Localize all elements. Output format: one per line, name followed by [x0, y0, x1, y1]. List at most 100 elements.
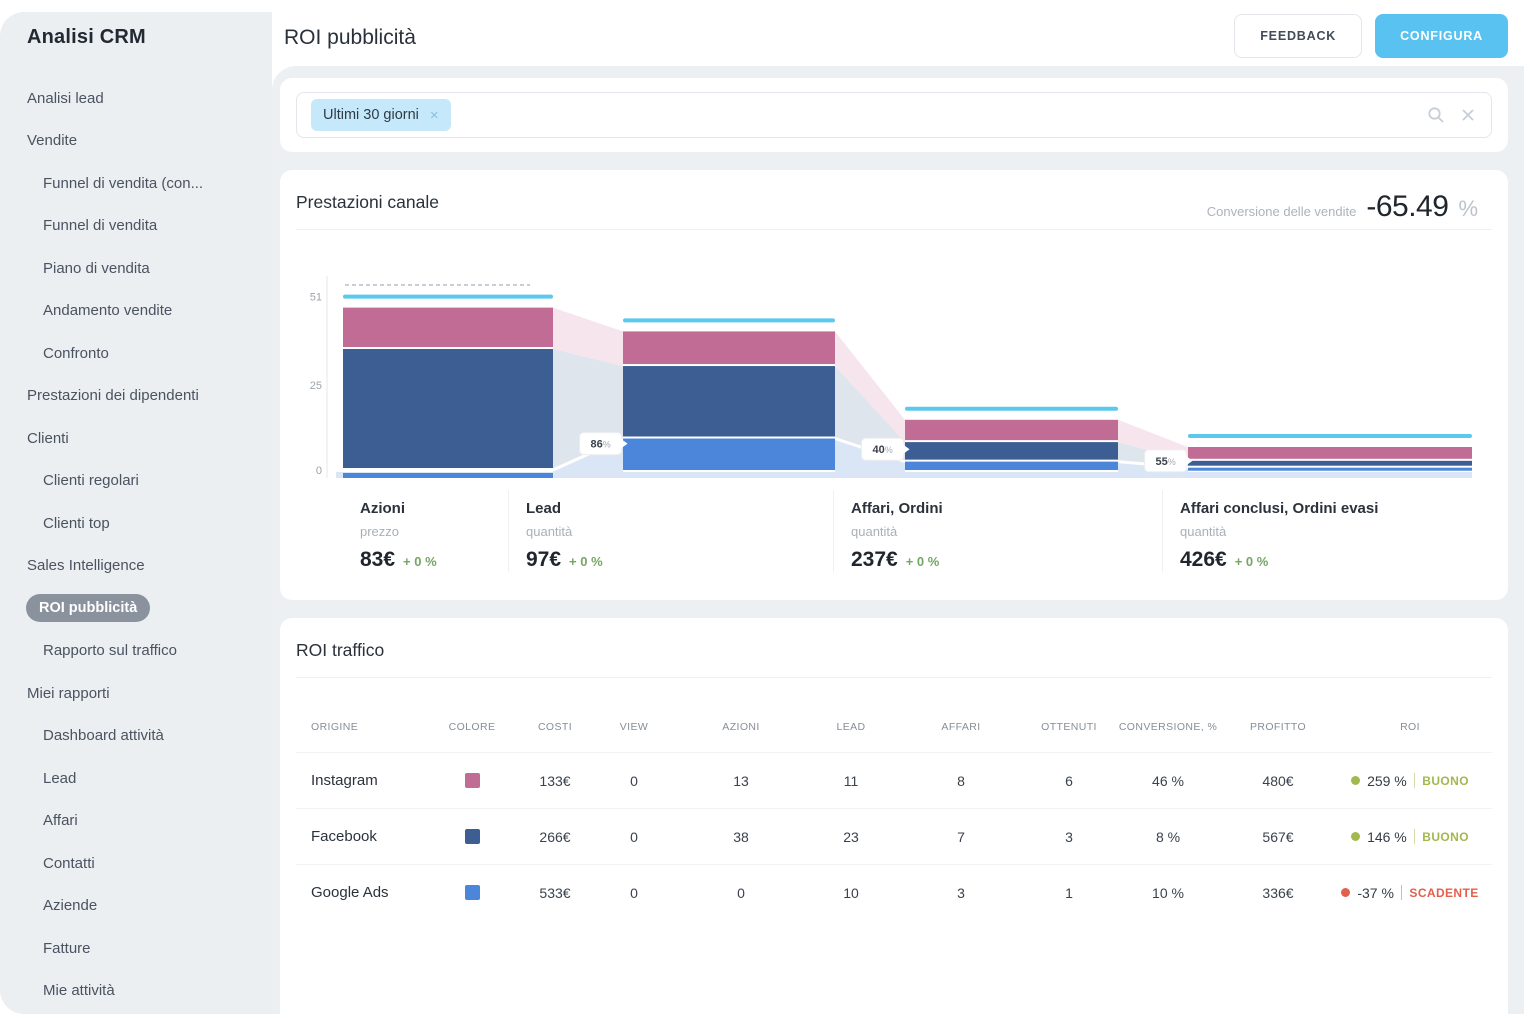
stage-stat-0: Azioni prezzo 83€+ 0 %: [296, 490, 508, 572]
stat-delta: + 0 %: [569, 554, 603, 569]
sidebar-item-clienti-regolari[interactable]: Clienti regolari: [0, 460, 272, 503]
configure-button[interactable]: CONFIGURA: [1375, 14, 1508, 58]
sidebar-item-sales-intelligence[interactable]: Sales Intelligence: [0, 545, 272, 588]
roi-card-title: ROI traffico: [296, 618, 1492, 677]
value-cell: 0: [596, 829, 672, 845]
origin-cell: Google Ads: [296, 884, 430, 901]
sidebar-item-lead[interactable]: Lead: [0, 757, 272, 800]
value-cell: 533€: [514, 885, 596, 901]
value-cell: 0: [596, 885, 672, 901]
divider: [296, 677, 1492, 678]
roi-separator: [1414, 829, 1416, 844]
channel-funnel-chart: 0255186%40%55%: [296, 248, 1492, 488]
funnel-bar-instagram-3[interactable]: [1188, 447, 1472, 459]
table-row-instagram[interactable]: Instagram133€013118646 %480€259 %BUONO: [296, 752, 1492, 808]
funnel-bar-facebook-1[interactable]: [623, 366, 835, 436]
roi-separator: [1401, 885, 1403, 900]
value-cell: 266€: [514, 829, 596, 845]
sidebar-item-aziende[interactable]: Aziende: [0, 885, 272, 928]
svg-text:86%: 86%: [590, 439, 610, 451]
sidebar-item-analisi-lead[interactable]: Analisi lead: [0, 77, 272, 120]
stat-sublabel: prezzo: [360, 524, 508, 539]
roi-status-dot: [1341, 888, 1350, 897]
chip-close-icon[interactable]: ×: [430, 108, 439, 123]
color-cell: [430, 773, 514, 788]
value-cell: 567€: [1228, 829, 1328, 845]
stage-stat-3: Affari conclusi, Ordini evasiquantità426…: [1162, 490, 1492, 572]
sidebar-item-dashboard-attivit[interactable]: Dashboard attività: [0, 715, 272, 758]
roi-status-badge: BUONO: [1422, 830, 1469, 844]
sidebar-item-rapporto-sul-traffico[interactable]: Rapporto sul traffico: [0, 630, 272, 673]
feedback-button[interactable]: FEEDBACK: [1234, 14, 1362, 58]
funnel-total-line-3: [1188, 434, 1472, 438]
filter-chip[interactable]: Ultimi 30 giorni ×: [311, 99, 451, 131]
value-cell: 1: [1030, 885, 1108, 901]
value-cell: 46 %: [1108, 773, 1228, 789]
sales-conversion-label: Conversione delle vendite: [1207, 204, 1357, 219]
column-header-origine: ORIGINE: [296, 721, 430, 733]
stat-label: Azioni: [360, 500, 508, 517]
sidebar-item-miei-rapporti[interactable]: Miei rapporti: [0, 672, 272, 715]
funnel-bar-google-ads-1[interactable]: [623, 439, 835, 471]
funnel-svg: 0255186%40%55%: [296, 248, 1484, 488]
value-cell: 10 %: [1108, 885, 1228, 901]
stat-delta: + 0 %: [1235, 554, 1269, 569]
value-cell: 13: [672, 773, 810, 789]
sidebar-item-confronto[interactable]: Confronto: [0, 332, 272, 375]
value-cell: 6: [1030, 773, 1108, 789]
sales-conversion-unit: %: [1458, 196, 1478, 222]
brand-title: Analisi CRM: [0, 12, 272, 49]
sidebar: Analisi CRM Analisi leadVenditeFunnel di…: [0, 12, 272, 1014]
sidebar-item-clienti[interactable]: Clienti: [0, 417, 272, 460]
search-icon[interactable]: [1427, 106, 1445, 124]
sidebar-item-mie-attivit[interactable]: Mie attività: [0, 970, 272, 1013]
value-cell: 8: [892, 773, 1030, 789]
funnel-bar-instagram-1[interactable]: [623, 331, 835, 364]
funnel-stage-stats: Azioniprezzo83€+ 0 %Leadquantità97€+ 0 %…: [296, 490, 1492, 572]
sidebar-item-roi-pubblicit[interactable]: ROI pubblicità: [0, 587, 272, 630]
column-header-lead: LEAD: [810, 721, 892, 733]
stat-label: Lead: [526, 500, 833, 517]
sidebar-item-andamento-vendite[interactable]: Andamento vendite: [0, 290, 272, 333]
funnel-bar-google-ads-0[interactable]: [343, 473, 553, 478]
y-tick-label: 51: [310, 292, 322, 304]
sidebar-item-fatture[interactable]: Fatture: [0, 927, 272, 970]
funnel-bar-facebook-0[interactable]: [343, 349, 553, 468]
roi-traffic-card: ROI traffico ORIGINECOLORECOSTIVIEWAZION…: [280, 618, 1508, 1014]
stat-sublabel: quantità: [851, 524, 1162, 539]
stat-value: 83€+ 0 %: [360, 548, 508, 572]
funnel-bar-facebook-2[interactable]: [905, 442, 1118, 460]
active-pill: ROI pubblicità: [26, 594, 150, 622]
sidebar-item-contatti[interactable]: Contatti: [0, 842, 272, 885]
sidebar-item-affari[interactable]: Affari: [0, 800, 272, 843]
sidebar-item-funnel-di-vendita-con[interactable]: Funnel di vendita (con...: [0, 162, 272, 205]
column-header-roi: ROI: [1328, 721, 1492, 733]
sidebar-item-funnel-di-vendita[interactable]: Funnel di vendita: [0, 205, 272, 248]
main-area: ROI pubblicità FEEDBACK CONFIGURA Ultimi…: [272, 0, 1524, 1014]
sidebar-item-prestazioni-dei-dipendenti[interactable]: Prestazioni dei dipendenti: [0, 375, 272, 418]
funnel-total-line-1: [623, 318, 835, 322]
value-cell: 11: [810, 773, 892, 789]
roi-status-dot: [1351, 776, 1360, 785]
filter-search-input[interactable]: Ultimi 30 giorni ×: [296, 92, 1492, 138]
funnel-bar-facebook-3[interactable]: [1188, 461, 1472, 466]
funnel-bar-google-ads-3[interactable]: [1188, 468, 1472, 471]
sidebar-item-vendite[interactable]: Vendite: [0, 120, 272, 163]
roi-cell: 146 %BUONO: [1328, 829, 1492, 845]
sales-conversion-kpi: Conversione delle vendite -65.49 %: [1207, 190, 1478, 224]
stat-value: 426€+ 0 %: [1180, 548, 1492, 572]
funnel-bar-instagram-0[interactable]: [343, 308, 553, 347]
app-window: Analisi CRM Analisi leadVenditeFunnel di…: [0, 0, 1524, 1014]
sidebar-item-piano-di-vendita[interactable]: Piano di vendita: [0, 247, 272, 290]
column-header-profitto: PROFITTO: [1228, 721, 1328, 733]
stat-label: Affari, Ordini: [851, 500, 1162, 517]
funnel-bar-instagram-2[interactable]: [905, 420, 1118, 440]
y-tick-label: 25: [310, 380, 322, 392]
roi-status-badge: SCADENTE: [1409, 886, 1478, 900]
sidebar-item-clienti-top[interactable]: Clienti top: [0, 502, 272, 545]
table-row-facebook[interactable]: Facebook266€03823738 %567€146 %BUONO: [296, 808, 1492, 864]
clear-icon[interactable]: [1459, 106, 1477, 124]
funnel-bar-google-ads-2[interactable]: [905, 462, 1118, 470]
value-cell: 23: [810, 829, 892, 845]
table-row-google-ads[interactable]: Google Ads533€00103110 %336€-37 %SCADENT…: [296, 864, 1492, 920]
